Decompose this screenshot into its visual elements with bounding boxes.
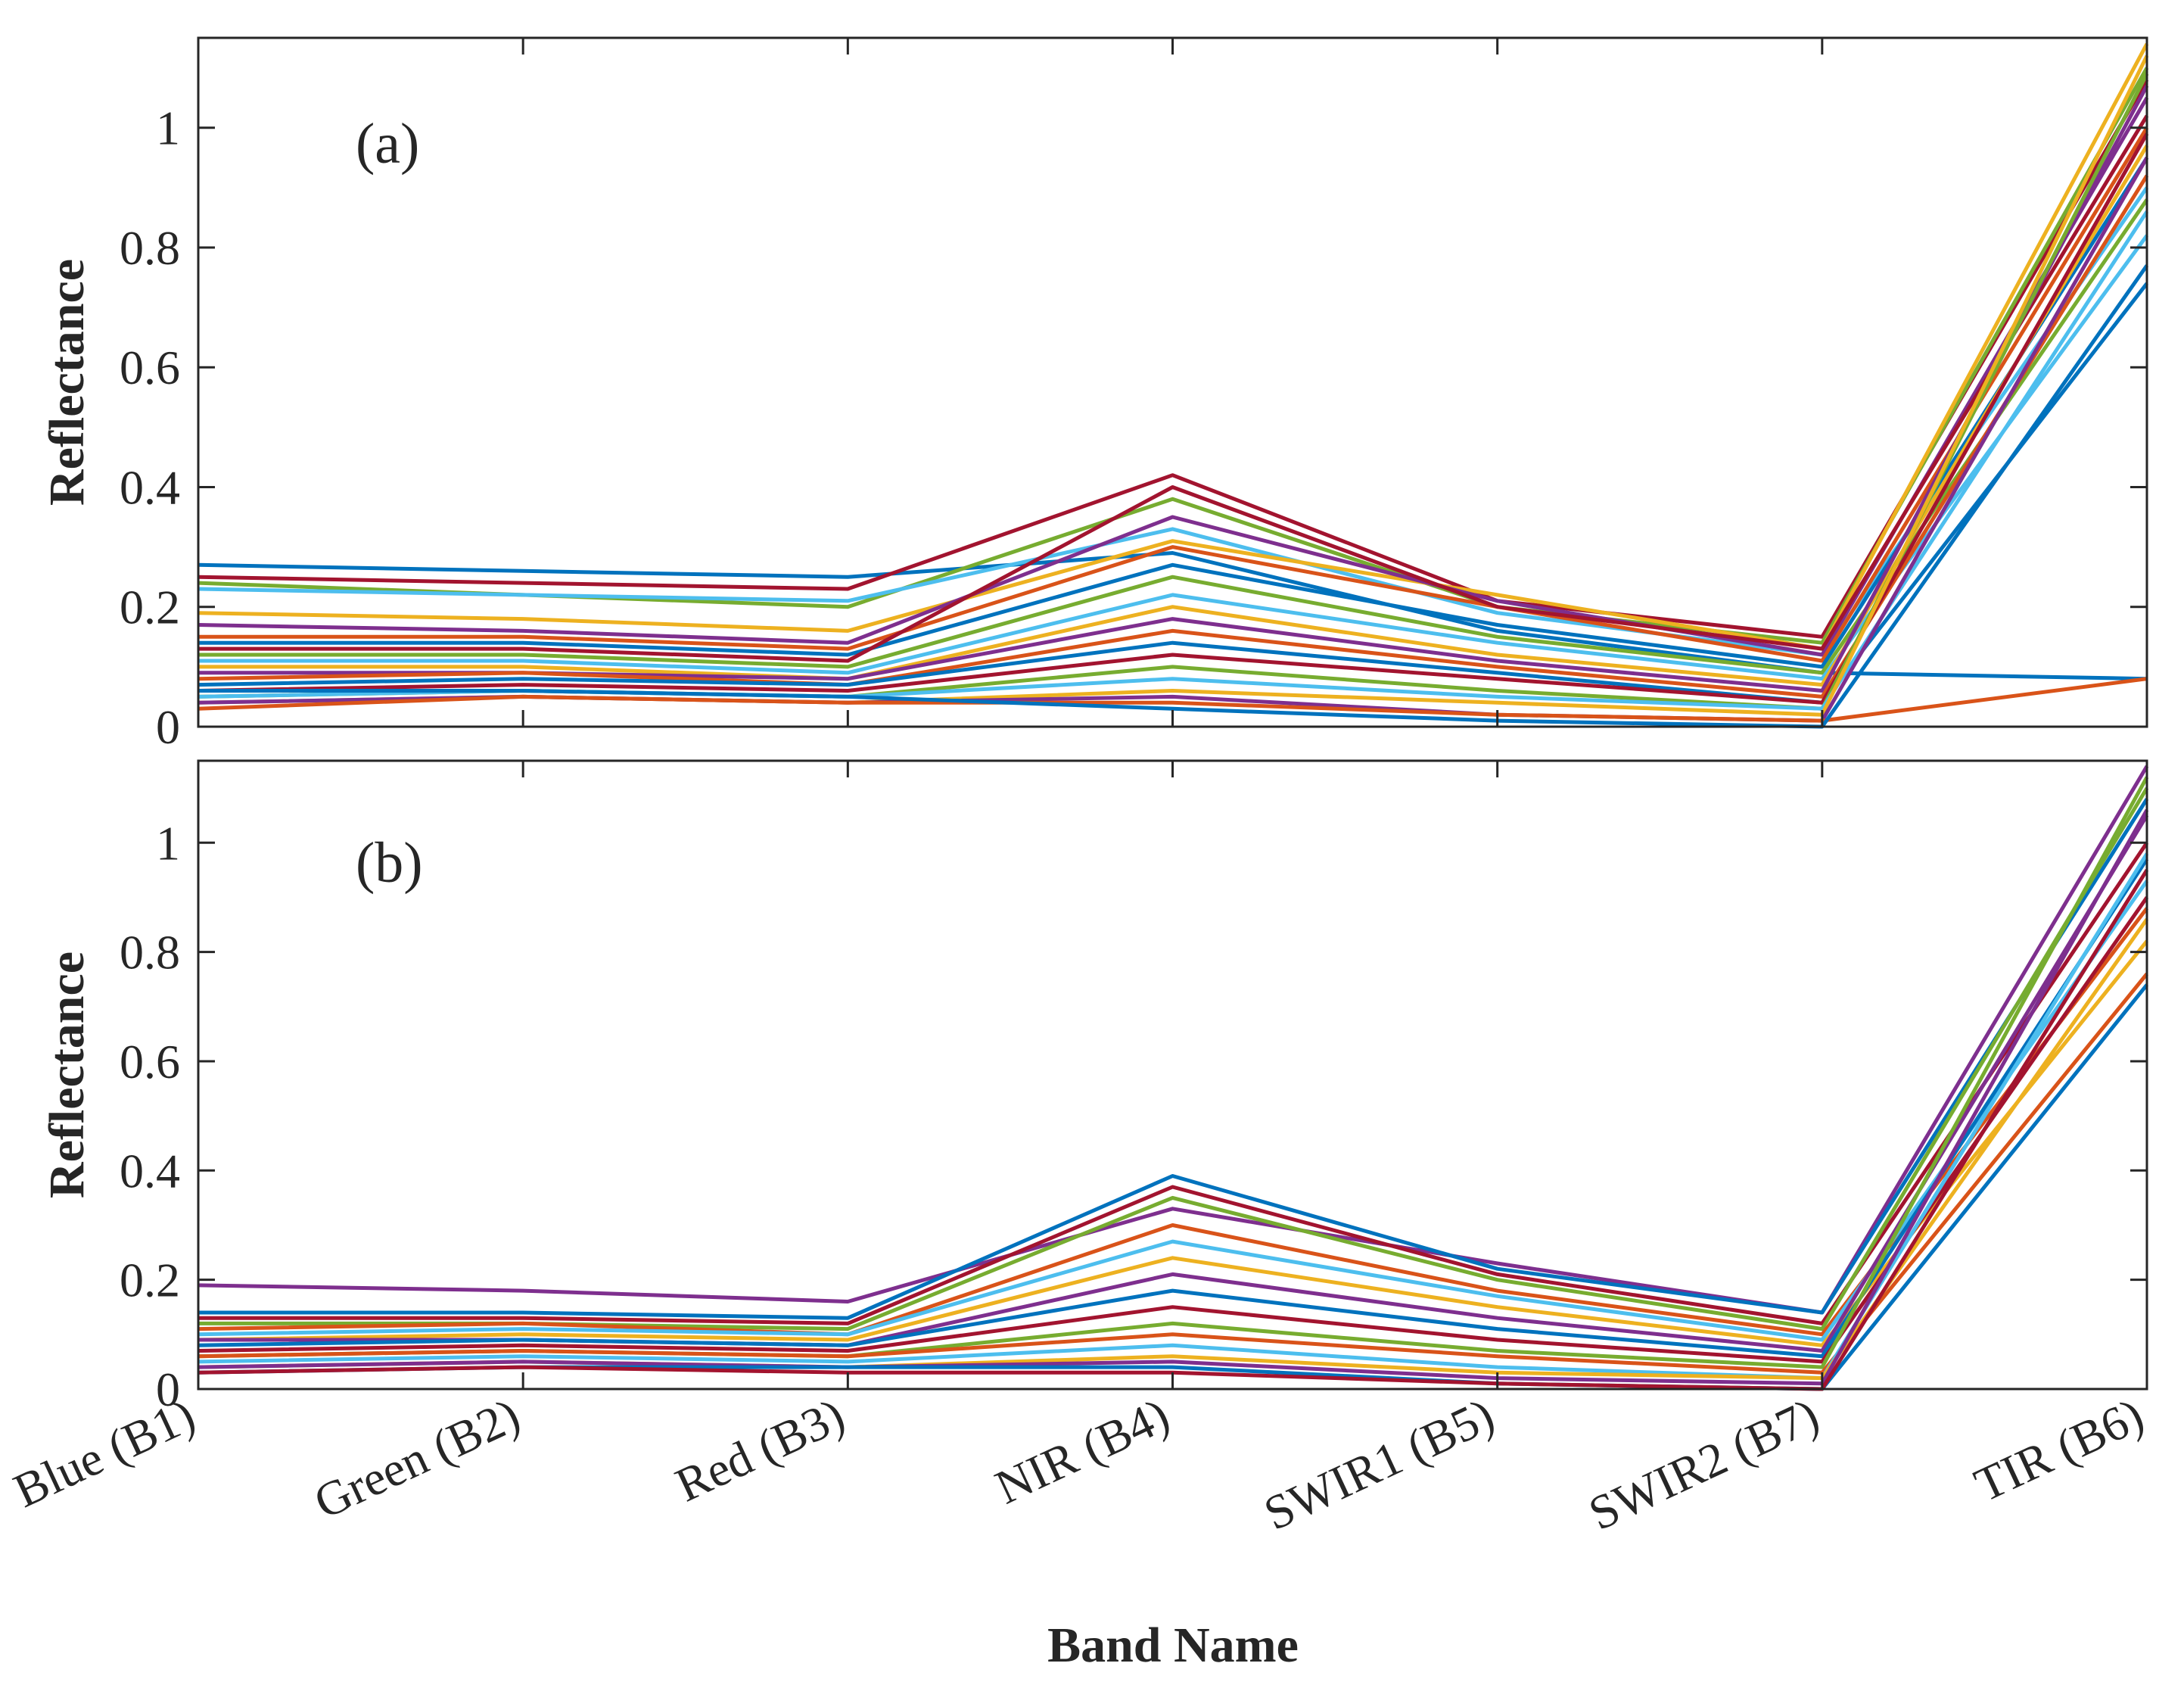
panel-a-y-tick-label: 0.2: [120, 581, 180, 634]
panel-a-series-line-s11: [198, 234, 2149, 681]
x-axis-title: Band Name: [1047, 1618, 1299, 1673]
panel-b-series-line-s09: [198, 858, 2149, 1359]
panel-b-y-tick-label: 0.4: [120, 1144, 180, 1198]
panel-a-series-line-s16: [198, 132, 2149, 705]
panel-b-y-tick-label: 0.8: [120, 926, 180, 980]
panel-b-series-line-s03: [198, 841, 2149, 1325]
panel-a-y-tick-label: 0.8: [120, 221, 180, 275]
panel-b-y-axis-title: Reflectance: [39, 952, 95, 1198]
panel-a-ticks: 0 0.2 0.4 0.6 0.8 1: [120, 38, 2147, 754]
panel-a-y-axis-title: Reflectance: [39, 259, 95, 506]
panel-b-series-line-s06: [198, 880, 2149, 1342]
panel-b-series-line-s02: [198, 798, 2149, 1320]
panel-b-y-tick-label: 1: [156, 816, 180, 870]
panel-b-y-tick-label: 0.6: [120, 1035, 180, 1089]
panel-b-y-tick-label: 0: [156, 1363, 180, 1416]
panel-b-label: (b): [356, 831, 423, 895]
panel-a-series-line-s10: [198, 198, 2149, 675]
panel-a-series-line-s09: [198, 114, 2149, 663]
panel-a-series-line-s06: [198, 96, 2149, 657]
panel-a-y-tick-label: 0: [156, 700, 180, 754]
panel-a-series-line-s08: [198, 156, 2149, 669]
panel-a-y-tick-label: 1: [156, 101, 180, 155]
panel-a-series-line-s12: [198, 145, 2149, 687]
panel-a-series-line-s07: [198, 126, 2149, 663]
panel-b-ticks: 0 0.2 0.4 0.6 0.8 1: [120, 761, 2147, 1416]
panel-a-series-line-s02: [198, 79, 2149, 639]
panel-a-label: (a): [356, 112, 419, 176]
panel-b-series-line-s10: [198, 895, 2149, 1364]
panel-b-series-line-s05: [198, 907, 2148, 1337]
panel-a-y-tick-label: 0.6: [120, 341, 180, 394]
panel-a: 0 0.2 0.4 0.6 0.8 1 (a) Reflectance: [39, 36, 2149, 754]
panel-b-y-tick-label: 0.2: [120, 1254, 180, 1307]
panel-b-series-line-s07: [198, 939, 2148, 1347]
panel-a-y-tick-label: 0.4: [120, 460, 180, 514]
panel-b: 0 0.2 0.4 0.6 0.8 1 (b) Reflectance: [39, 759, 2149, 1416]
panel-a-series-line-s14: [198, 174, 2149, 699]
